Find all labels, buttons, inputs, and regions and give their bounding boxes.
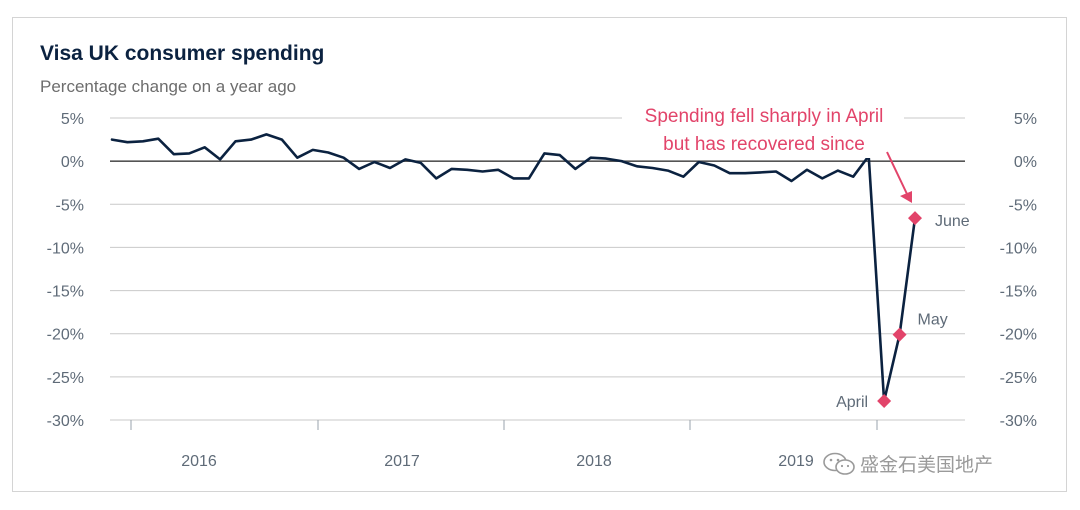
y-tick-label-right: 0%	[1014, 154, 1037, 171]
highlight-label: April	[836, 394, 868, 411]
y-tick-label-left: 5%	[61, 111, 84, 128]
y-tick-label-left: -15%	[47, 284, 84, 301]
wechat-icon	[823, 452, 855, 475]
highlight-marker	[892, 327, 907, 342]
series-line	[110, 133, 917, 403]
x-tick-label: 2019	[778, 453, 814, 470]
y-tick-label-left: -10%	[47, 240, 84, 257]
x-tick-label: 2018	[576, 453, 612, 470]
y-tick-label-left: -20%	[47, 327, 84, 344]
x-tick-label: 2017	[384, 453, 420, 470]
y-tick-label-right: -15%	[1000, 284, 1037, 301]
y-tick-label-left: -25%	[47, 370, 84, 387]
y-tick-label-right: -30%	[1000, 413, 1037, 430]
highlight-label: May	[918, 312, 948, 329]
annotation-text: Spending fell sharply in April	[645, 106, 884, 127]
y-tick-label-right: -10%	[1000, 240, 1037, 257]
chart-title: Visa UK consumer spending	[40, 42, 325, 65]
annotation-arrow-head	[900, 191, 912, 203]
y-tick-label-right: -25%	[1000, 370, 1037, 387]
x-tick-label: 2016	[181, 453, 217, 470]
annotation-bg	[622, 100, 904, 158]
annotation-text: but has recovered since	[663, 134, 865, 155]
chart-frame	[12, 17, 1067, 492]
y-tick-label-left: -30%	[47, 413, 84, 430]
annotation-arrow-shaft	[886, 151, 908, 195]
highlight-marker	[877, 394, 892, 409]
y-tick-label-left: 0%	[61, 154, 84, 171]
y-tick-label-right: -5%	[1009, 197, 1037, 214]
chart-subtitle: Percentage change on a year ago	[40, 77, 297, 96]
y-tick-label-left: -5%	[56, 197, 84, 214]
y-tick-label-right: 5%	[1014, 111, 1037, 128]
highlight-marker	[908, 211, 922, 226]
watermark-text: 盛金石美国地产	[860, 455, 994, 476]
watermark: 盛金石美国地产	[822, 450, 993, 477]
highlight-label: June	[935, 213, 970, 230]
y-tick-label-right: -20%	[1000, 327, 1037, 344]
